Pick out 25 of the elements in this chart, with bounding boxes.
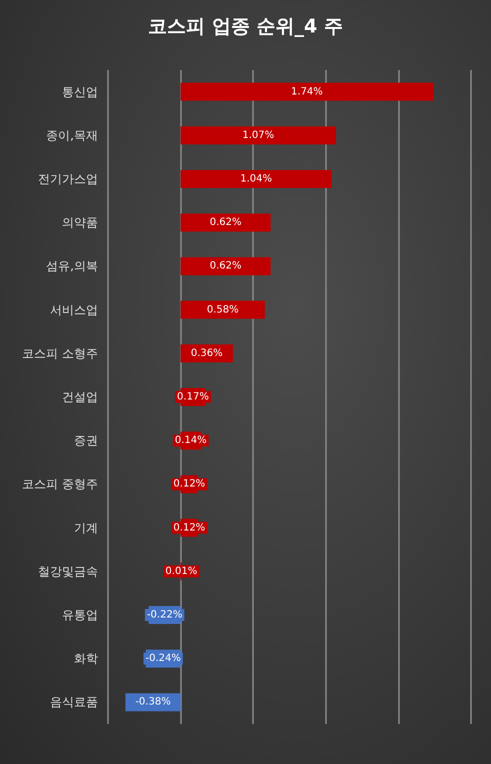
y-tick-label: 서비스업	[50, 302, 98, 317]
data-label: 0.58%	[206, 304, 239, 316]
y-tick-label: 섬유,의복	[46, 259, 98, 274]
data-label: -0.24%	[145, 653, 181, 664]
data-label: 1.04%	[240, 174, 272, 184]
y-tick-label: 코스피 소형주	[22, 346, 98, 360]
y-tick-label: 증권	[74, 434, 98, 448]
y-tick-label: 화학	[74, 652, 98, 666]
data-label: 1.74%	[291, 86, 323, 98]
y-tick-label: 코스피 중형주	[22, 477, 98, 492]
y-tick-label: 전기가스업	[38, 172, 98, 186]
y-tick-label: 종이,목재	[46, 128, 98, 142]
y-tick-label: 음식료품	[50, 695, 98, 710]
y-tick-label: 유통업	[62, 608, 98, 622]
y-tick-label: 통신업	[62, 84, 98, 99]
data-label: 1.07%	[242, 130, 274, 141]
y-tick-label: 의약품	[62, 216, 98, 230]
y-tick-label: 기계	[74, 520, 98, 535]
data-label: 0.36%	[190, 348, 223, 359]
y-tick-label: 철강및금속	[38, 564, 98, 578]
chart-title: 코스피 업종 순위_4 주	[148, 16, 343, 38]
data-label: -0.38%	[135, 696, 171, 708]
data-label: 0.62%	[210, 217, 242, 228]
y-tick-label: 건설업	[62, 390, 98, 404]
data-label: 0.62%	[210, 260, 242, 272]
